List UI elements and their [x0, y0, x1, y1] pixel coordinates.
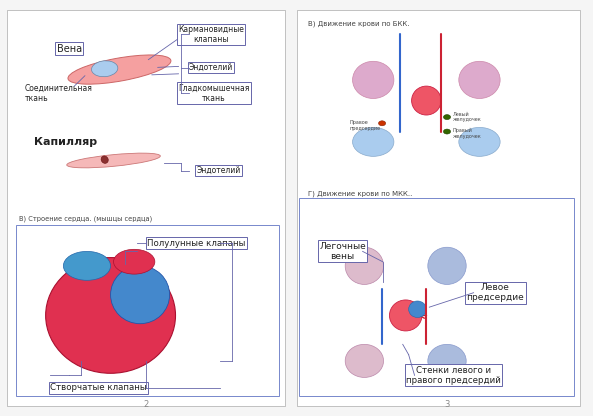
Ellipse shape [113, 249, 155, 274]
Text: 3: 3 [444, 400, 449, 409]
Text: Левый
желудочек: Левый желудочек [453, 111, 482, 122]
Ellipse shape [345, 247, 384, 285]
Ellipse shape [390, 300, 422, 331]
Ellipse shape [444, 115, 451, 119]
Text: Створчатые клапаны: Створчатые клапаны [50, 383, 147, 392]
Ellipse shape [68, 55, 171, 84]
Ellipse shape [428, 344, 466, 377]
Ellipse shape [46, 258, 176, 373]
Text: Правый
желудочек: Правый желудочек [453, 128, 482, 139]
Ellipse shape [67, 153, 160, 168]
Text: Кармановидные
клапаны: Кармановидные клапаны [178, 25, 244, 44]
Text: Гладкомышечная
ткань: Гладкомышечная ткань [178, 84, 250, 103]
Ellipse shape [428, 247, 466, 285]
Ellipse shape [63, 251, 110, 280]
Text: В) Строение сердца. (мышцы сердца): В) Строение сердца. (мышцы сердца) [19, 215, 152, 222]
Text: Полулунные клапаны: Полулунные клапаны [147, 239, 246, 248]
FancyBboxPatch shape [299, 198, 574, 396]
Text: Стенки левого и
правого предсердий: Стенки левого и правого предсердий [406, 366, 501, 385]
Text: Эндотелий: Эндотелий [189, 63, 233, 72]
Ellipse shape [444, 129, 451, 134]
Ellipse shape [409, 301, 426, 317]
Ellipse shape [378, 121, 385, 126]
Text: Легочные
вены: Легочные вены [319, 242, 366, 261]
Ellipse shape [101, 156, 109, 163]
Ellipse shape [459, 127, 500, 156]
Text: Соединительная
ткань: Соединительная ткань [25, 84, 93, 103]
Text: В) Движение крови по БКК.: В) Движение крови по БКК. [308, 21, 410, 27]
Text: Левое
предсердие: Левое предсердие [467, 283, 524, 302]
FancyBboxPatch shape [296, 10, 580, 406]
Text: Вена: Вена [57, 44, 82, 54]
Ellipse shape [353, 61, 394, 99]
FancyBboxPatch shape [16, 225, 279, 396]
Ellipse shape [91, 61, 118, 77]
Ellipse shape [353, 127, 394, 156]
Ellipse shape [110, 266, 170, 324]
Ellipse shape [412, 86, 441, 115]
Text: Капилляр: Капилляр [34, 137, 97, 147]
Text: Г) Движение крови по МКК..: Г) Движение крови по МКК.. [308, 190, 413, 197]
Ellipse shape [459, 61, 500, 99]
Text: 2: 2 [144, 400, 149, 409]
Text: Эндотелий: Эндотелий [196, 166, 241, 175]
FancyBboxPatch shape [7, 10, 285, 406]
Text: Правое
предсердие: Правое предсердие [350, 120, 381, 131]
Ellipse shape [345, 344, 384, 377]
